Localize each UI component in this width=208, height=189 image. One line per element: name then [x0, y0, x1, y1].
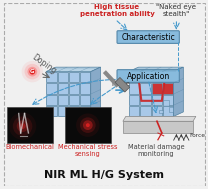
Text: Application: Application	[126, 71, 170, 81]
Polygon shape	[46, 67, 101, 72]
Circle shape	[83, 120, 93, 130]
Bar	[66, 107, 111, 143]
Bar	[58, 106, 68, 116]
Bar	[69, 83, 79, 94]
Circle shape	[76, 113, 99, 137]
Bar	[129, 83, 139, 94]
Text: Characteristic: Characteristic	[121, 33, 175, 42]
Text: Force: Force	[189, 133, 205, 138]
Bar	[80, 94, 90, 105]
Circle shape	[29, 69, 35, 74]
Bar	[80, 72, 90, 82]
Circle shape	[80, 117, 96, 133]
Bar	[140, 72, 151, 82]
Bar	[80, 106, 90, 116]
Text: Biomechanical: Biomechanical	[5, 144, 54, 150]
Circle shape	[22, 61, 43, 82]
Bar	[163, 106, 173, 116]
Text: Mechanical stress
sensing: Mechanical stress sensing	[58, 144, 118, 157]
Text: "Naked eye
stealth": "Naked eye stealth"	[156, 5, 196, 17]
Circle shape	[27, 67, 37, 77]
Bar	[80, 83, 90, 94]
Text: High tissue
penetration ability: High tissue penetration ability	[80, 5, 155, 17]
Bar	[129, 94, 139, 105]
Polygon shape	[123, 121, 193, 133]
Bar	[163, 100, 169, 106]
Bar	[159, 110, 163, 113]
Circle shape	[9, 112, 36, 140]
Circle shape	[20, 123, 26, 129]
Circle shape	[86, 123, 90, 127]
Bar	[129, 106, 139, 116]
Bar	[58, 94, 68, 105]
Bar	[58, 83, 68, 94]
FancyBboxPatch shape	[117, 70, 179, 82]
Polygon shape	[129, 67, 183, 72]
Polygon shape	[123, 116, 196, 121]
Bar	[163, 72, 173, 82]
Bar	[140, 106, 151, 116]
Text: NIR ML H/G System: NIR ML H/G System	[44, 170, 164, 180]
Bar	[46, 83, 57, 94]
Polygon shape	[115, 77, 130, 92]
Circle shape	[17, 120, 28, 132]
Circle shape	[25, 64, 40, 79]
Polygon shape	[91, 67, 101, 116]
FancyBboxPatch shape	[117, 31, 179, 43]
Bar	[152, 83, 162, 94]
Text: Material damage
monitoring: Material damage monitoring	[128, 144, 184, 157]
Bar	[69, 106, 79, 116]
Circle shape	[30, 70, 34, 74]
Bar	[152, 106, 162, 116]
Bar	[58, 72, 68, 82]
Bar	[163, 94, 173, 105]
Bar	[129, 72, 139, 82]
Text: Doping: Doping	[30, 52, 58, 75]
Bar	[140, 94, 151, 105]
Polygon shape	[173, 67, 183, 116]
Bar	[46, 72, 57, 82]
Bar	[7, 107, 53, 143]
Bar	[169, 107, 173, 112]
Text: Force: Force	[111, 81, 130, 87]
Bar	[46, 106, 57, 116]
Bar	[152, 94, 162, 105]
Bar	[140, 83, 151, 94]
Bar	[69, 72, 79, 82]
Bar	[152, 72, 162, 82]
Bar	[46, 94, 57, 105]
Bar	[163, 83, 173, 94]
Circle shape	[13, 116, 32, 136]
Bar	[69, 94, 79, 105]
Text: G: G	[30, 69, 35, 74]
